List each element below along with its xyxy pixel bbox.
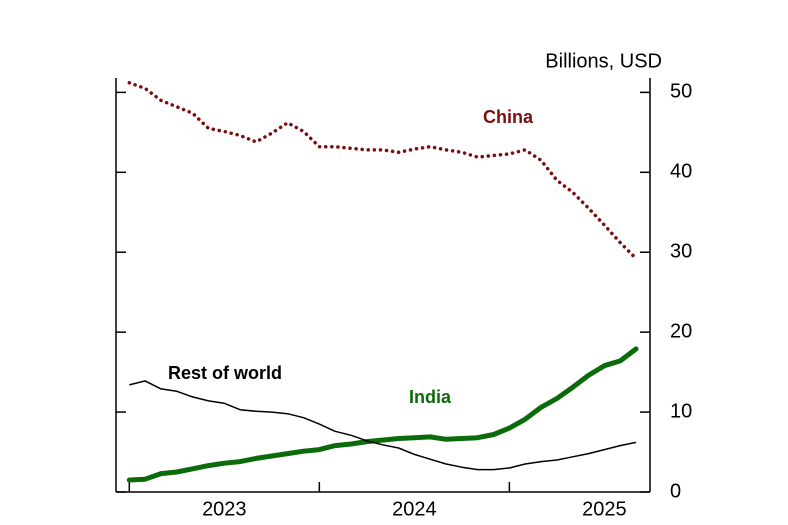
series-label: China bbox=[483, 107, 534, 127]
x-tick-label: 2023 bbox=[202, 498, 247, 520]
series-label: Rest of world bbox=[168, 363, 282, 383]
y-tick-label: 20 bbox=[670, 320, 692, 342]
series-label: India bbox=[409, 387, 452, 407]
y-tick-label: 40 bbox=[670, 161, 692, 183]
y-tick-label: 50 bbox=[670, 81, 692, 103]
y-tick-label: 10 bbox=[670, 400, 692, 422]
y-axis-label: Billions, USD bbox=[545, 50, 662, 72]
series-line bbox=[129, 380, 637, 471]
x-tick-label: 2024 bbox=[392, 498, 437, 520]
series-line bbox=[126, 346, 639, 483]
series-line bbox=[127, 81, 638, 261]
y-tick-label: 0 bbox=[670, 480, 681, 502]
x-tick-label: 2025 bbox=[582, 498, 627, 520]
y-tick-label: 30 bbox=[670, 241, 692, 263]
